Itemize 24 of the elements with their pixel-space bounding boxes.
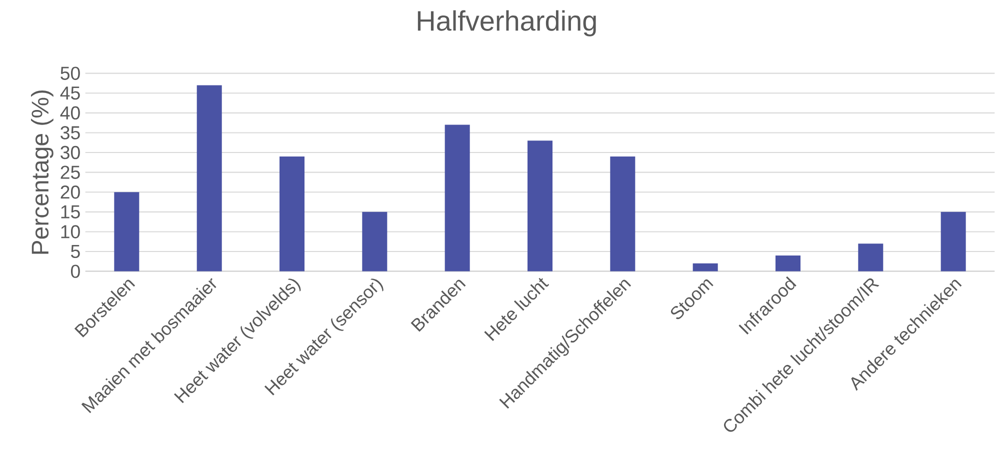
bar [940,212,966,272]
bar [610,156,636,272]
y-tick-label: 40 [60,106,80,120]
y-tick-label: 15 [61,205,80,218]
y-tick-label: 50 [60,66,80,80]
bar [114,192,140,272]
bar [196,85,222,272]
bar [362,212,388,272]
bar [528,140,553,272]
y-tick-label: 5 [71,245,80,258]
chart-title: Halfverharding [418,10,596,36]
y-tick-label: 35 [60,126,80,140]
bar [692,263,718,272]
y-tick-label: 25 [60,166,80,179]
bar [280,156,305,272]
y-axis-title: Percentage (%) [31,90,54,254]
y-tick-label: 45 [60,86,80,100]
y-tick-label: 30 [60,146,80,160]
bar [776,255,801,272]
y-tick-label: 0 [70,264,80,278]
bar [444,124,470,272]
bar [858,244,884,272]
y-tick-label: 20 [60,186,80,199]
y-tick-label: 10 [61,225,80,238]
